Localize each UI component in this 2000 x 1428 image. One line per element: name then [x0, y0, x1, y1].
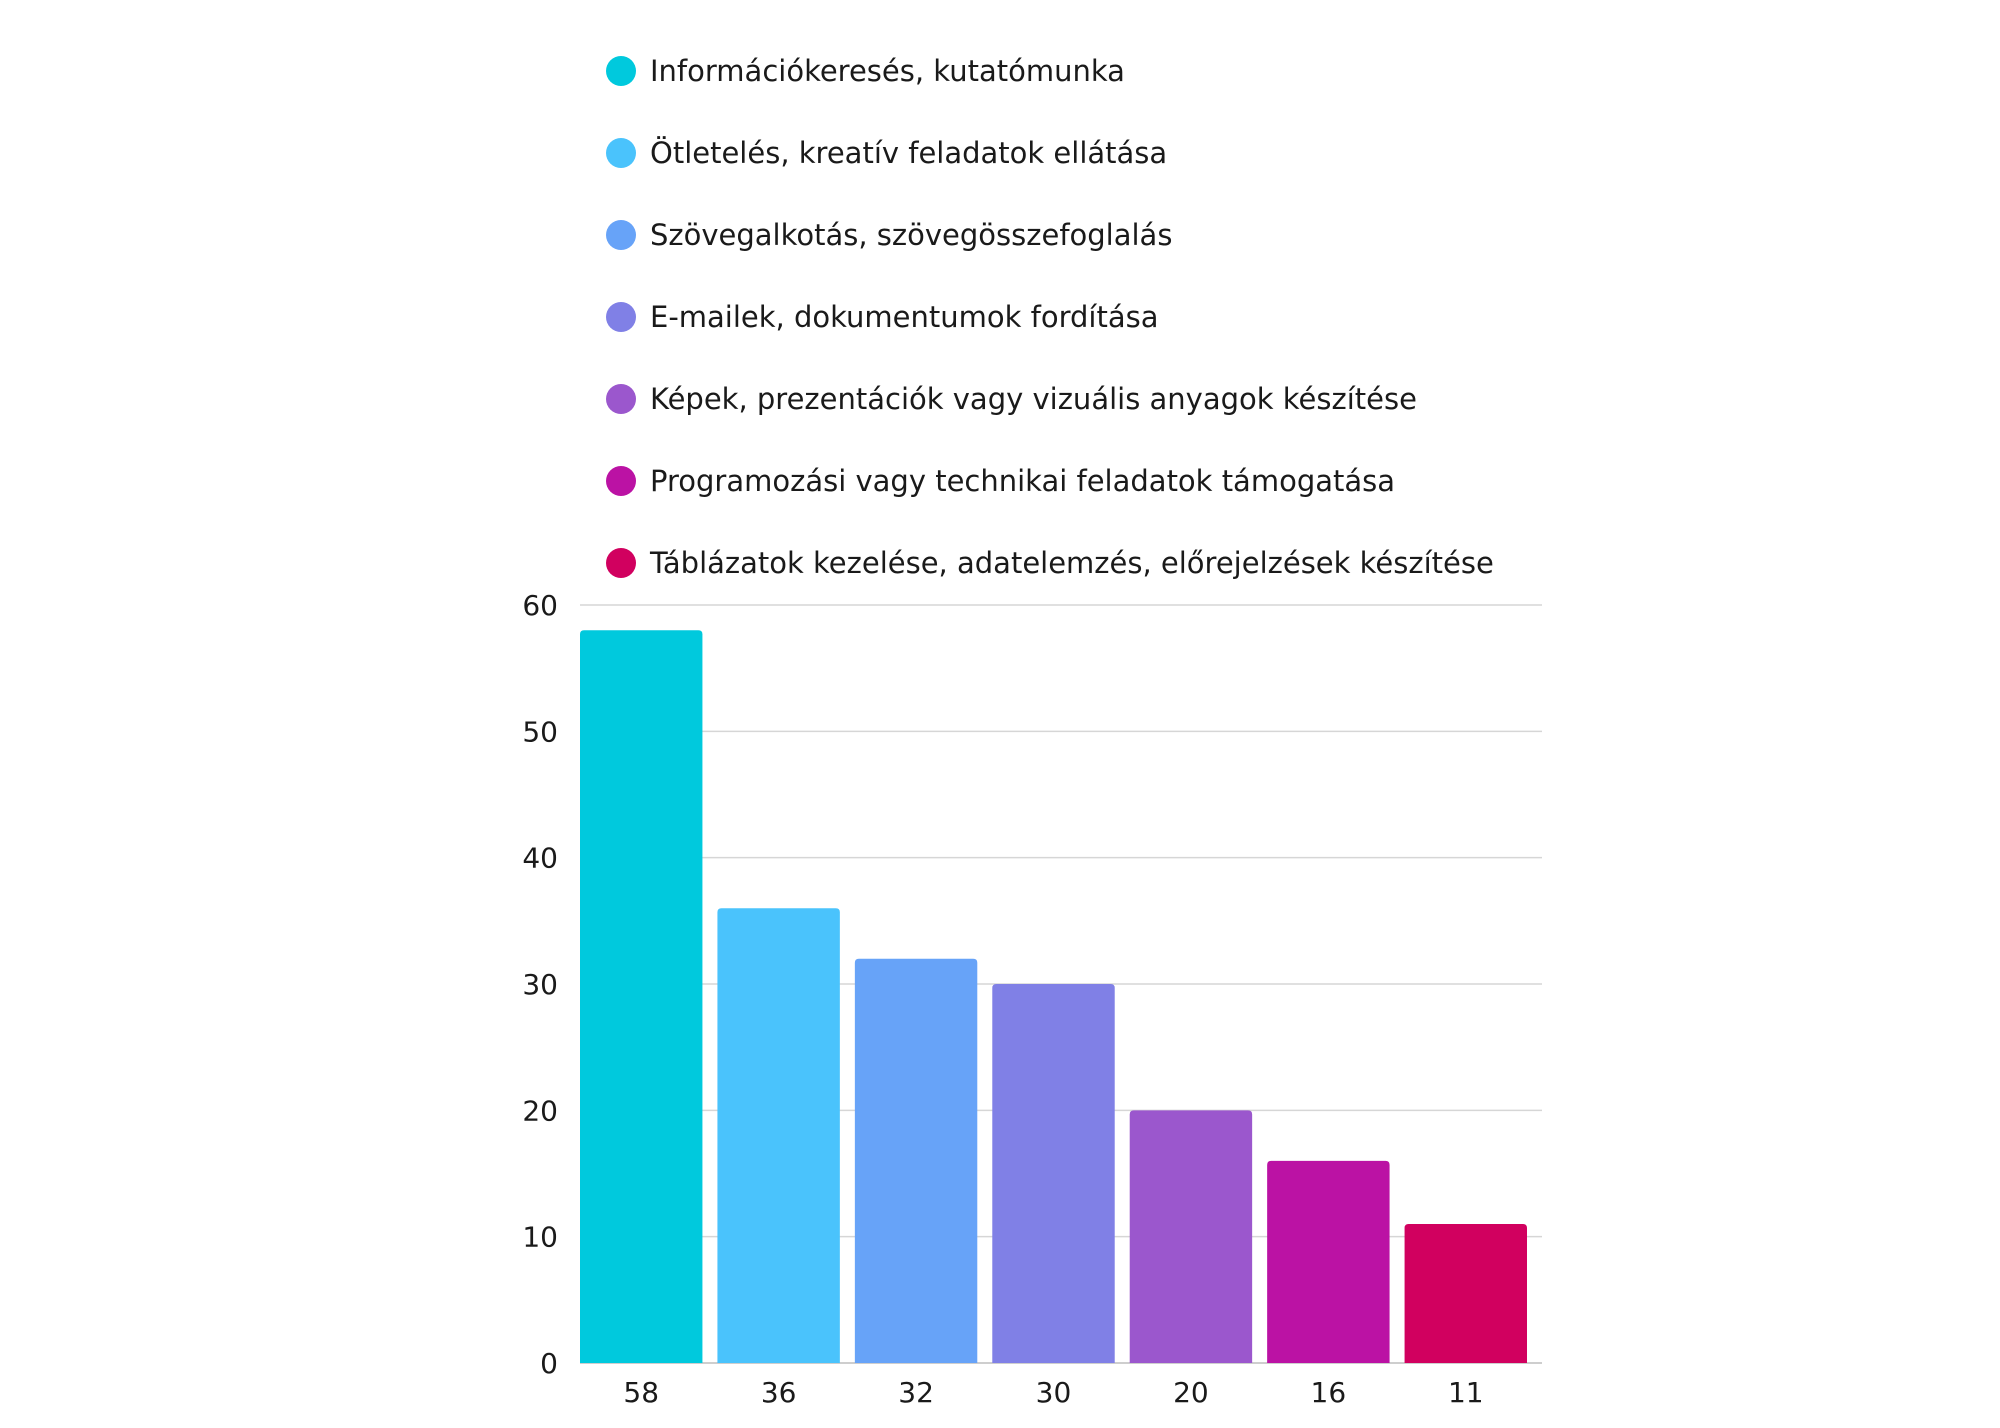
bar: [992, 984, 1115, 1363]
legend-swatch: [606, 56, 636, 86]
x-tick-label: 16: [1311, 1376, 1347, 1409]
legend-item: E-mailek, dokumentumok fordítása: [606, 276, 1494, 358]
y-tick-label: 30: [522, 968, 558, 1001]
y-tick-label: 20: [522, 1094, 558, 1127]
legend-label: Képek, prezentációk vagy vizuális anyago…: [650, 382, 1417, 416]
x-tick-label: 36: [761, 1376, 797, 1409]
bar: [1129, 1110, 1253, 1363]
legend-item: Képek, prezentációk vagy vizuális anyago…: [606, 358, 1494, 440]
legend-swatch: [606, 302, 636, 332]
legend-label: Ötletelés, kreatív feladatok ellátása: [650, 136, 1168, 170]
bar: [1267, 1160, 1390, 1363]
legend-item: Ötletelés, kreatív feladatok ellátása: [606, 112, 1494, 194]
bar: [1404, 1224, 1527, 1363]
y-tick-label: 0: [540, 1347, 558, 1380]
x-tick-label: 30: [1036, 1376, 1072, 1409]
y-tick-label: 40: [522, 842, 558, 875]
legend-item: Szövegalkotás, szövegösszefoglalás: [606, 194, 1494, 276]
x-tick-label: 32: [898, 1376, 934, 1409]
bar: [854, 958, 978, 1363]
legend-item: Programozási vagy technikai feladatok tá…: [606, 440, 1494, 522]
legend-label: Információkeresés, kutatómunka: [650, 54, 1125, 88]
legend-swatch: [606, 384, 636, 414]
legend-swatch: [606, 220, 636, 250]
bar: [580, 630, 703, 1363]
x-tick-label: 58: [623, 1376, 659, 1409]
legend-swatch: [606, 466, 636, 496]
legend-label: Táblázatok kezelése, adatelemzés, előrej…: [650, 546, 1494, 580]
legend-item: Táblázatok kezelése, adatelemzés, előrej…: [606, 522, 1494, 604]
y-tick-label: 50: [522, 715, 558, 748]
y-tick-label: 60: [522, 589, 558, 622]
legend-item: Információkeresés, kutatómunka: [606, 30, 1494, 112]
x-tick-label: 20: [1173, 1376, 1209, 1409]
legend-label: Szövegalkotás, szövegösszefoglalás: [650, 218, 1173, 252]
legend-label: E-mailek, dokumentumok fordítása: [650, 300, 1159, 334]
legend-swatch: [606, 138, 636, 168]
legend-label: Programozási vagy technikai feladatok tá…: [650, 464, 1396, 498]
bar: [717, 908, 840, 1363]
chart-legend: Információkeresés, kutatómunka Ötletelés,…: [606, 30, 1494, 604]
legend-swatch: [606, 548, 636, 578]
x-tick-label: 11: [1448, 1376, 1484, 1409]
y-tick-label: 10: [522, 1221, 558, 1254]
